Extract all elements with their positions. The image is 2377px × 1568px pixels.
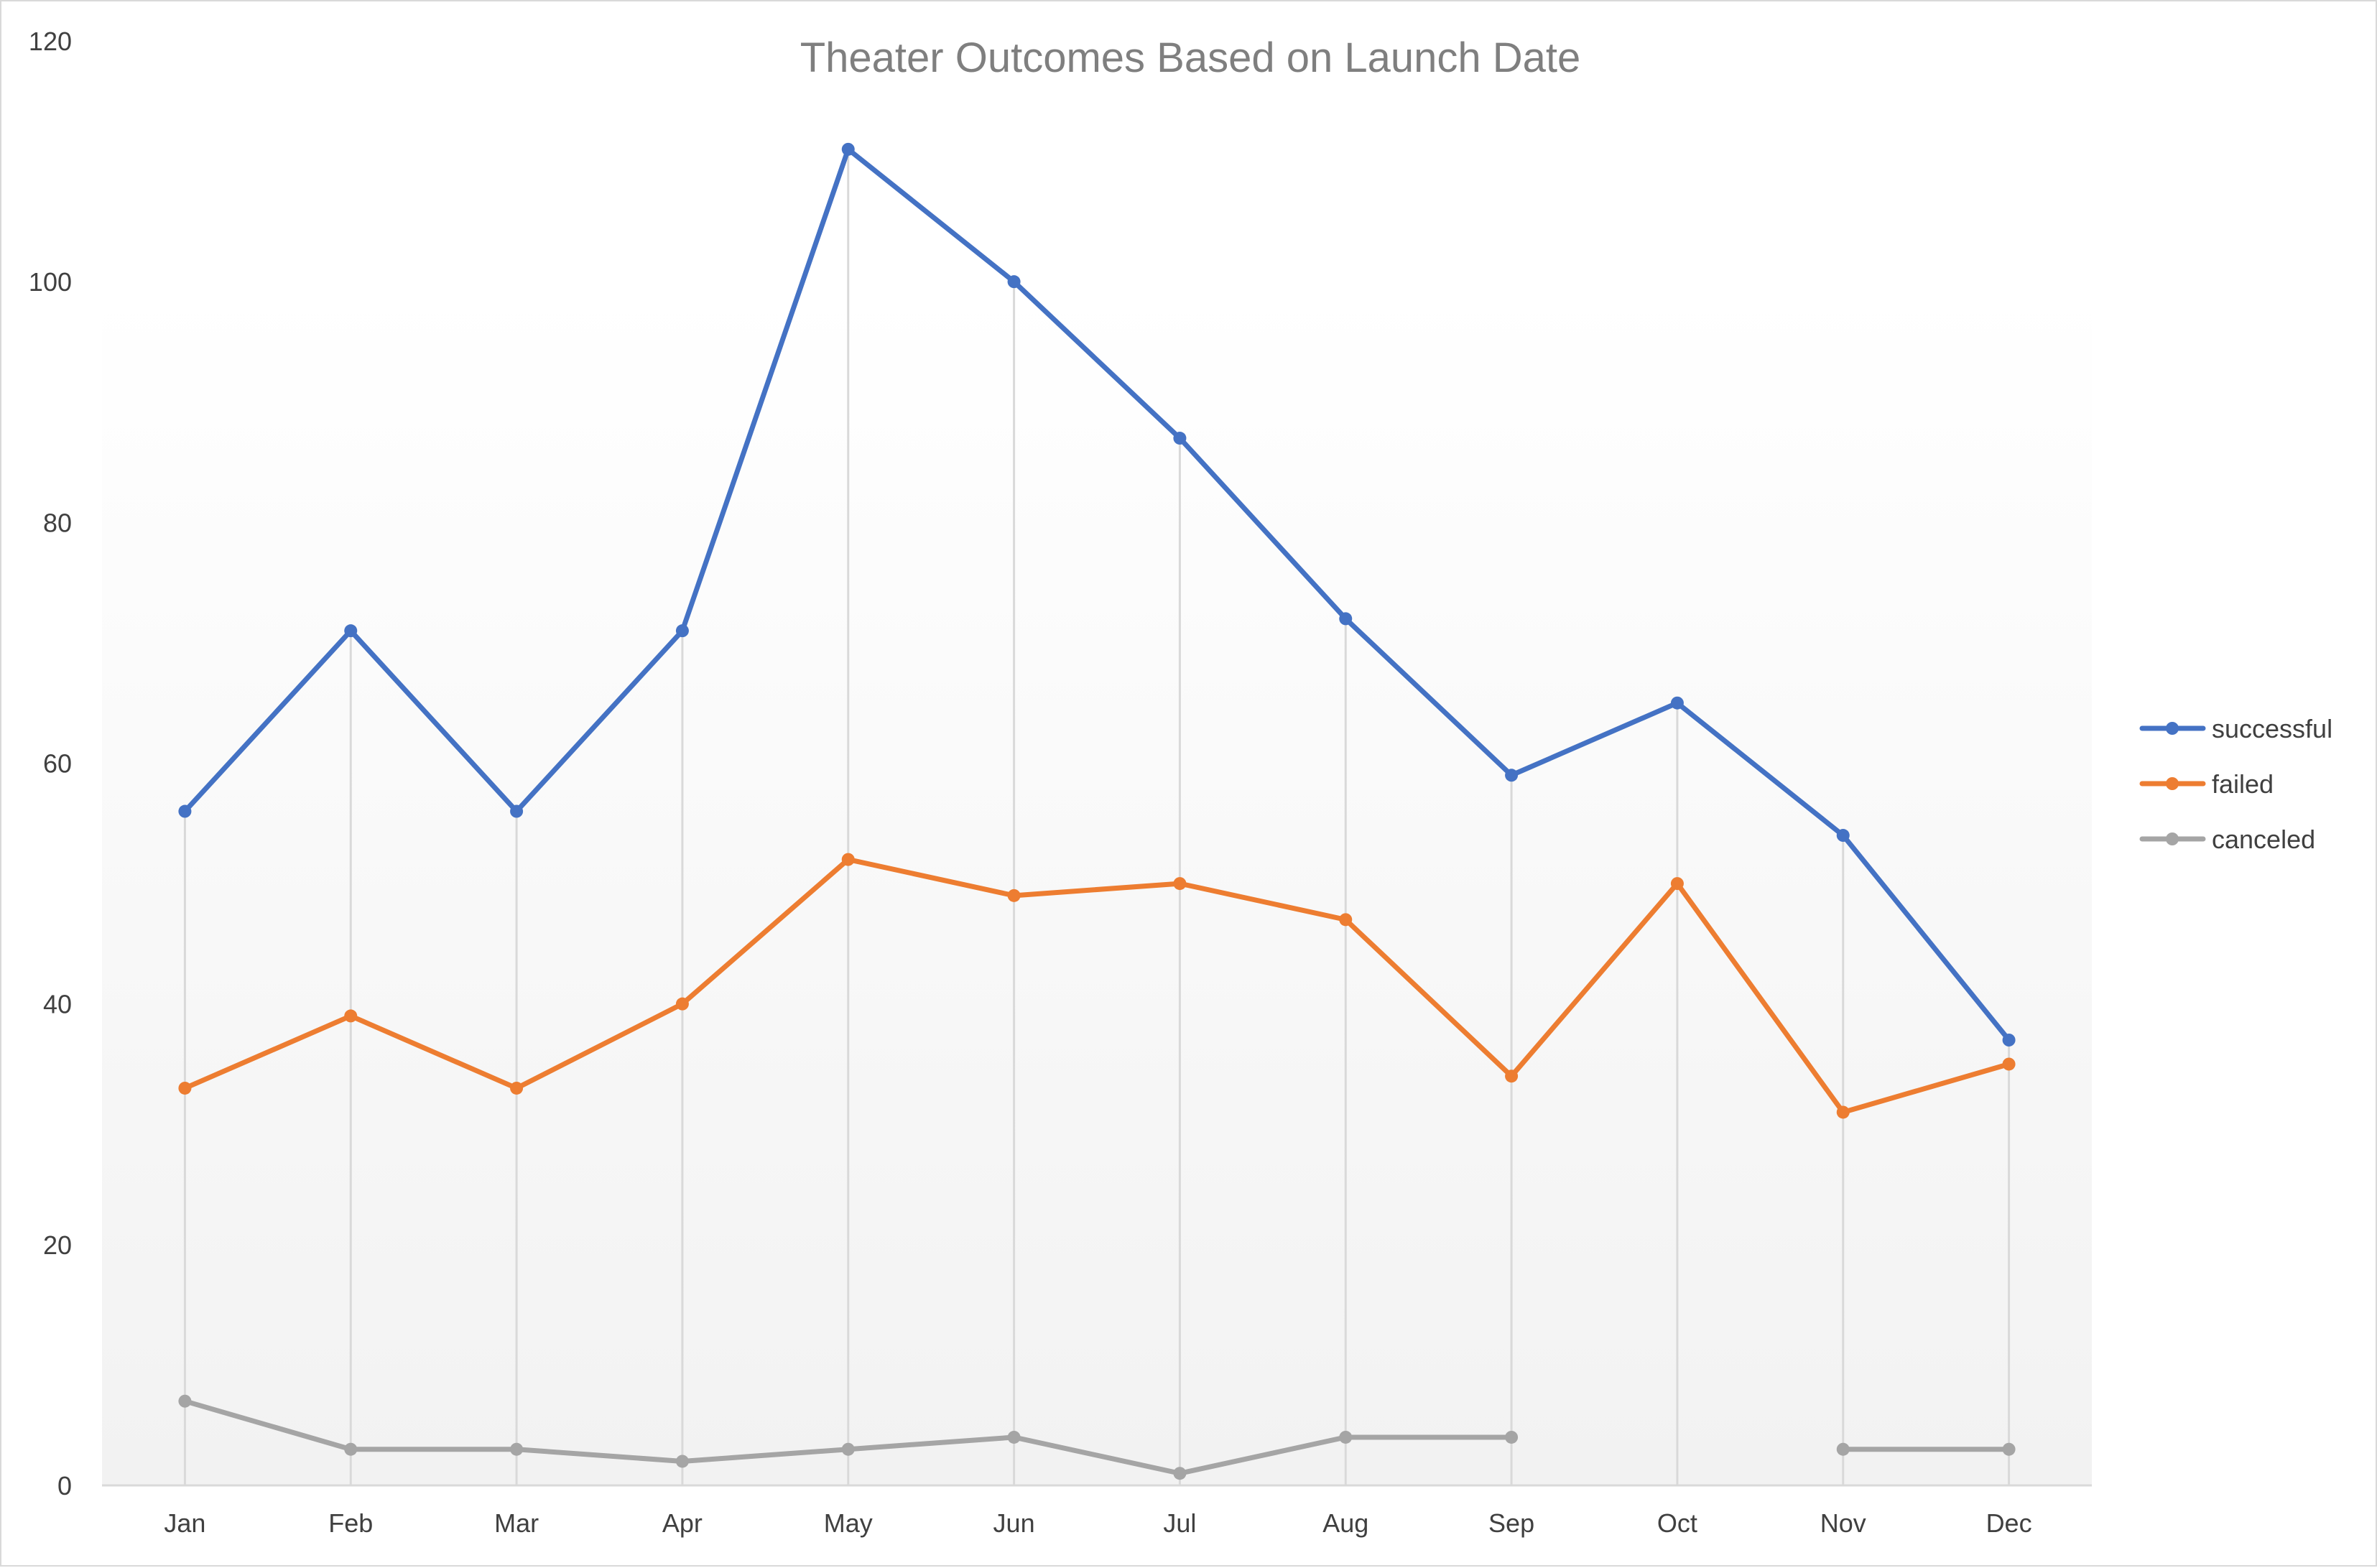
legend-swatch-marker-successful — [2166, 722, 2179, 735]
legend-label-canceled: canceled — [2212, 825, 2315, 854]
legend-swatch-marker-canceled — [2166, 832, 2179, 845]
data-point-canceled-apr — [675, 1455, 689, 1468]
data-point-canceled-nov — [1836, 1442, 1850, 1456]
data-point-successful-feb — [344, 624, 358, 638]
data-point-successful-dec — [2002, 1033, 2016, 1047]
legend-item-canceled: canceled — [2139, 825, 2315, 854]
data-point-canceled-jun — [1007, 1430, 1021, 1444]
data-point-successful-nov — [1836, 829, 1850, 843]
data-point-failed-mar — [510, 1081, 524, 1095]
data-point-failed-sep — [1505, 1070, 1519, 1083]
x-tick-label-apr: Apr — [662, 1508, 703, 1538]
data-point-failed-jan — [178, 1081, 192, 1095]
data-point-canceled-may — [841, 1442, 855, 1456]
data-point-failed-apr — [675, 997, 689, 1011]
x-tick-label-aug: Aug — [1322, 1508, 1368, 1538]
data-point-canceled-jan — [178, 1394, 192, 1408]
data-point-successful-may — [841, 142, 855, 156]
data-point-canceled-mar — [510, 1442, 524, 1456]
legend-item-failed: failed — [2139, 769, 2274, 799]
data-point-canceled-aug — [1339, 1430, 1353, 1444]
legend-label-failed: failed — [2212, 769, 2274, 799]
data-point-failed-feb — [344, 1009, 358, 1023]
y-axis-tick-labels: 0 20 40 60 80 100 120 — [29, 27, 72, 1500]
y-tick-label-20: 20 — [43, 1230, 72, 1260]
series-failed — [178, 853, 2016, 1119]
y-tick-label-100: 100 — [29, 267, 72, 297]
legend-swatch-marker-failed — [2166, 777, 2179, 790]
data-point-canceled-feb — [344, 1442, 358, 1456]
data-point-successful-mar — [510, 804, 524, 818]
y-tick-label-0: 0 — [57, 1471, 72, 1500]
legend-label-successful: successful — [2212, 714, 2332, 743]
y-tick-label-120: 120 — [29, 27, 72, 56]
x-tick-label-sep: Sep — [1488, 1508, 1534, 1538]
chart-title: Theater Outcomes Based on Launch Date — [800, 34, 1581, 81]
data-point-failed-jun — [1007, 889, 1021, 902]
legend: successful failed canceled — [2139, 714, 2332, 854]
x-tick-label-nov: Nov — [1820, 1508, 1866, 1538]
legend-item-successful: successful — [2139, 714, 2332, 743]
drop-lines — [183, 149, 2011, 1485]
data-point-failed-dec — [2002, 1057, 2016, 1071]
data-point-successful-sep — [1505, 769, 1519, 782]
x-axis-tick-labels: Jan Feb Mar Apr May Jun Jul Aug Sep Oct Nov Dec — [164, 1508, 2031, 1538]
x-tick-label-feb: Feb — [328, 1508, 373, 1538]
x-tick-label-may: May — [824, 1508, 873, 1538]
data-point-failed-nov — [1836, 1105, 1850, 1119]
data-point-failed-may — [841, 853, 855, 866]
series-line-successful — [182, 147, 2012, 1043]
data-point-failed-aug — [1339, 913, 1353, 927]
y-tick-label-80: 80 — [43, 508, 72, 537]
data-point-successful-jan — [178, 804, 192, 818]
x-tick-label-jun: Jun — [993, 1508, 1035, 1538]
x-tick-label-oct: Oct — [1657, 1508, 1697, 1538]
data-point-canceled-sep — [1505, 1430, 1519, 1444]
data-point-successful-jun — [1007, 275, 1021, 289]
x-tick-label-dec: Dec — [1986, 1508, 2032, 1538]
series-canceled — [178, 1394, 2016, 1480]
series-line-failed — [182, 857, 2012, 1115]
series-layer — [178, 142, 2016, 1480]
data-point-failed-jul — [1173, 877, 1187, 891]
x-tick-label-jan: Jan — [164, 1508, 205, 1538]
y-tick-label-60: 60 — [43, 749, 72, 779]
data-point-successful-oct — [1670, 696, 1684, 710]
data-point-canceled-dec — [2002, 1442, 2016, 1456]
data-point-successful-jul — [1173, 432, 1187, 445]
data-point-successful-apr — [675, 624, 689, 638]
y-tick-label-40: 40 — [43, 990, 72, 1019]
data-point-failed-oct — [1670, 877, 1684, 891]
data-point-canceled-jul — [1173, 1467, 1187, 1480]
data-point-successful-aug — [1339, 612, 1353, 626]
x-tick-label-mar: Mar — [494, 1508, 539, 1538]
x-tick-label-jul: Jul — [1163, 1508, 1196, 1538]
series-successful — [178, 142, 2016, 1047]
